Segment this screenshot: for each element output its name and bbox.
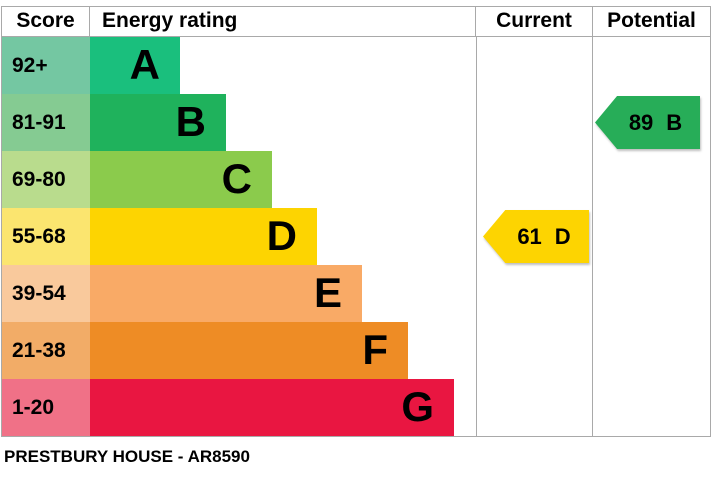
band-bar-c: C xyxy=(90,151,272,208)
band-row-e: 39-54 E xyxy=(2,265,476,322)
band-bar-a: A xyxy=(90,37,180,94)
potential-rating-value: 89 xyxy=(628,109,654,135)
score-range-c: 69-80 xyxy=(2,151,90,208)
potential-rating-arrow-shape: 89 B xyxy=(595,96,700,149)
score-range-f: 21-38 xyxy=(2,322,90,379)
band-row-f: 21-38 F xyxy=(2,322,476,379)
score-range-d: 55-68 xyxy=(2,208,90,265)
band-row-b: 81-91 B xyxy=(2,94,476,151)
band-bar-e: E xyxy=(90,265,362,322)
current-rating-value: 61 xyxy=(517,223,542,249)
current-rating-arrow-shape: 61 D xyxy=(483,210,589,263)
header-score: Score xyxy=(2,7,90,36)
band-row-d: 55-68 D xyxy=(2,208,476,265)
score-range-a: 92+ xyxy=(2,37,90,94)
header-potential: Potential xyxy=(607,9,696,32)
band-bar-b: B xyxy=(90,94,226,151)
band-bar-g: G xyxy=(90,379,454,436)
epc-table: Score Energy rating Current Potential 92… xyxy=(1,6,711,437)
property-caption: PRESTBURY HOUSE - AR8590 xyxy=(4,447,250,466)
current-rating-band: D xyxy=(554,223,571,249)
header-energy-rating: Energy rating xyxy=(90,7,476,36)
current-rating-arrow: 61 D xyxy=(483,210,589,263)
band-row-a: 92+ A xyxy=(2,37,476,94)
band-row-g: 1-20 G xyxy=(2,379,476,436)
band-bar-d: D xyxy=(90,208,317,265)
potential-rating-band: B xyxy=(666,109,683,135)
score-range-b: 81-91 xyxy=(2,94,90,151)
potential-rating-arrow: 89 B xyxy=(595,96,700,149)
score-range-e: 39-54 xyxy=(2,265,90,322)
header-current: Current xyxy=(476,7,593,36)
score-range-g: 1-20 xyxy=(2,379,90,436)
band-row-c: 69-80 C xyxy=(2,151,476,208)
band-bar-f: F xyxy=(90,322,408,379)
header-row: Score Energy rating Current Potential xyxy=(2,7,710,37)
